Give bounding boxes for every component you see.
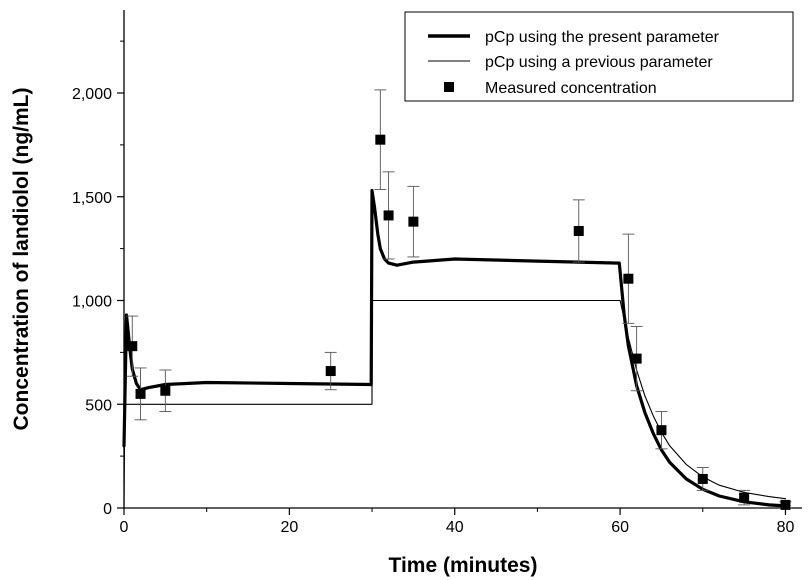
y-tick-label: 1,500: [72, 190, 112, 207]
measured-point: [135, 388, 146, 399]
measured-point: [408, 216, 419, 227]
x-tick-label: 0: [120, 519, 129, 536]
measured-point: [780, 499, 791, 510]
measured-point: [739, 492, 750, 503]
x-tick-label: 80: [777, 519, 795, 536]
measured-point: [623, 273, 634, 284]
x-axis-title: Time (minutes): [389, 554, 538, 577]
measured-point: [375, 134, 386, 145]
markers-layer: [126, 89, 792, 510]
y-axis-title: Concentration of landiolol (ng/mL): [10, 88, 33, 431]
measured-point: [631, 353, 642, 364]
measured-point: [127, 341, 138, 352]
legend-box: [404, 11, 794, 102]
y-tick-label: 2,000: [72, 86, 112, 103]
measured-point: [383, 210, 394, 221]
y-tick-label: 0: [103, 501, 112, 518]
x-tick-label: 40: [446, 519, 464, 536]
legend-swatch-measured-concentration: [444, 82, 454, 92]
measured-point: [573, 225, 584, 236]
series-line-previous-parameter: [123, 299, 787, 509]
legend: pCp using the present parameter pCp usin…: [404, 11, 794, 102]
measured-point: [160, 385, 171, 396]
legend-label-measured-concentration: Measured concentration: [485, 80, 657, 97]
legend-label-previous-parameter: pCp using a previous parameter: [485, 54, 713, 71]
ticks: 0 20 40 60 80 0 500 1,000 1,500 2,000: [72, 40, 795, 536]
y-tick-label: 500: [85, 397, 112, 414]
x-tick-label: 60: [611, 519, 629, 536]
measured-point: [656, 425, 667, 436]
series-line-present-parameter: [122, 188, 788, 508]
y-tick-label: 1,000: [72, 294, 112, 311]
measured-point: [325, 366, 336, 377]
measured-point: [697, 473, 708, 484]
legend-label-present-parameter: pCp using the present parameter: [485, 29, 720, 46]
series-layer: [122, 188, 788, 509]
x-tick-label: 20: [280, 519, 298, 536]
